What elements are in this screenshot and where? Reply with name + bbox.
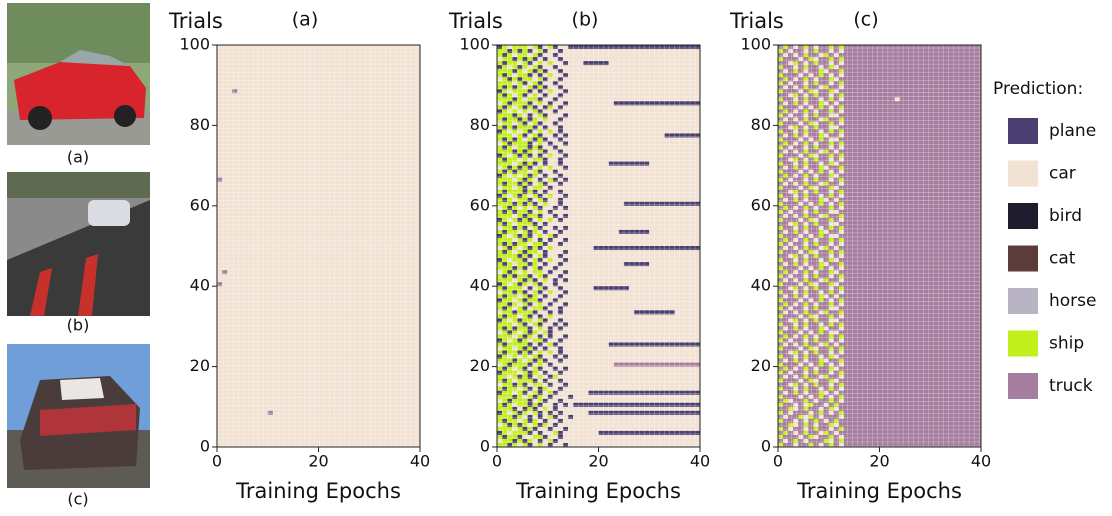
- heatmap: [777, 44, 982, 448]
- photo-label: (c): [67, 490, 88, 509]
- x-tick-label: 40: [690, 452, 710, 471]
- photo-label: (a): [67, 148, 89, 167]
- x-axis-title: Training Epochs: [796, 479, 962, 503]
- photo-c: [7, 344, 150, 488]
- y-tick-label: 40: [751, 276, 771, 295]
- legend-label: cat: [1049, 249, 1076, 269]
- y-tick-label: 60: [470, 195, 490, 214]
- y-tick-label: 20: [190, 356, 210, 375]
- x-tick-label: 40: [410, 452, 430, 471]
- photo-a: [7, 3, 150, 145]
- heatmap: [216, 44, 421, 448]
- legend-swatch: [1008, 288, 1038, 314]
- heatmap: [496, 44, 701, 448]
- panel-title: (a): [292, 9, 318, 31]
- y-axis-title: Trials: [448, 9, 503, 33]
- panel-title: (c): [853, 9, 878, 31]
- y-tick-label: 80: [751, 115, 771, 134]
- legend-label: truck: [1049, 376, 1093, 396]
- x-tick-label: 0: [492, 452, 502, 471]
- x-tick-label: 0: [773, 452, 783, 471]
- x-axis-title: Training Epochs: [515, 479, 681, 503]
- y-tick-label: 60: [751, 195, 771, 214]
- legend-title: Prediction:: [993, 79, 1083, 99]
- x-tick-label: 20: [869, 452, 889, 471]
- y-tick-label: 0: [480, 437, 490, 456]
- y-tick-label: 20: [751, 356, 771, 375]
- y-axis-title: Trials: [729, 9, 784, 33]
- legend-swatch: [1008, 330, 1038, 357]
- x-tick-label: 0: [212, 452, 222, 471]
- grid-overlay: [778, 45, 981, 447]
- panel-title: (b): [572, 9, 599, 31]
- y-axis-title: Trials: [168, 9, 223, 33]
- y-tick-label: 100: [179, 35, 210, 54]
- legend-swatch: [1008, 118, 1038, 144]
- legend-label: horse: [1049, 291, 1096, 311]
- grid-overlay: [497, 45, 700, 447]
- x-tick-label: 20: [308, 452, 328, 471]
- y-tick-label: 20: [470, 356, 490, 375]
- y-tick-label: 60: [190, 195, 210, 214]
- y-tick-label: 0: [761, 437, 771, 456]
- x-axis-title: Training Epochs: [235, 479, 401, 503]
- photo-b: [7, 172, 150, 316]
- legend-label: ship: [1049, 334, 1084, 354]
- y-tick-label: 100: [459, 35, 490, 54]
- legend-swatch: [1008, 373, 1038, 399]
- legend-label: car: [1049, 164, 1076, 184]
- legend-label: bird: [1049, 206, 1082, 226]
- legend-swatch: [1008, 160, 1038, 187]
- photo-label: (b): [67, 316, 90, 335]
- legend-swatch: [1008, 245, 1038, 272]
- y-tick-label: 80: [190, 115, 210, 134]
- y-tick-label: 40: [190, 276, 210, 295]
- y-tick-label: 0: [200, 437, 210, 456]
- grid-overlay: [217, 45, 420, 447]
- x-tick-label: 20: [588, 452, 608, 471]
- y-tick-label: 80: [470, 115, 490, 134]
- y-tick-label: 100: [740, 35, 771, 54]
- legend-swatch: [1008, 203, 1038, 229]
- legend-label: plane: [1049, 121, 1096, 141]
- y-tick-label: 40: [470, 276, 490, 295]
- x-tick-label: 40: [971, 452, 991, 471]
